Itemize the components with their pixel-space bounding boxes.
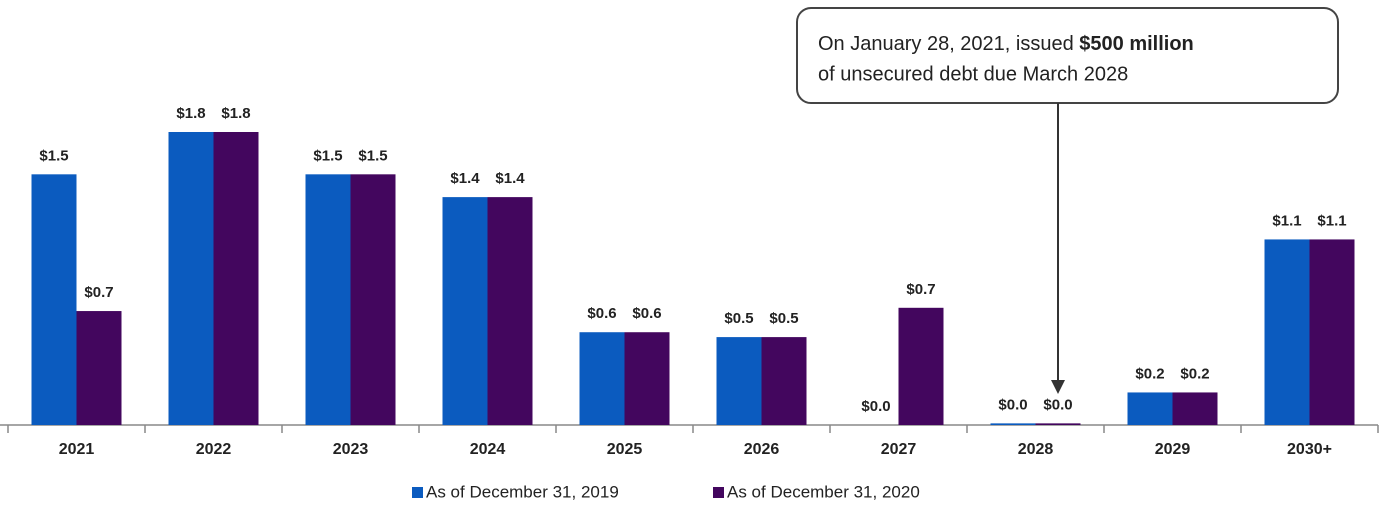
- value-label: $0.2: [1180, 365, 1209, 382]
- value-label: $1.4: [495, 170, 525, 187]
- annotation-text: On January 28, 2021, issued $500 million: [818, 33, 1194, 55]
- x-tick-label: 2026: [744, 441, 780, 458]
- bar: [487, 197, 533, 425]
- value-label: $1.8: [176, 105, 205, 122]
- annotation-text: of unsecured debt due March 2028: [818, 63, 1128, 85]
- value-label: $1.5: [39, 147, 68, 164]
- value-label: $0.2: [1135, 365, 1164, 382]
- bar: [213, 132, 259, 425]
- bar: [716, 337, 762, 425]
- x-tick-label: 2024: [470, 441, 506, 458]
- bar: [579, 332, 625, 425]
- x-tick-label: 2021: [59, 441, 95, 458]
- value-label: $0.0: [861, 398, 890, 415]
- x-tick-label: 2030+: [1287, 441, 1332, 458]
- x-tick-label: 2027: [881, 441, 917, 458]
- bar: [761, 337, 807, 425]
- value-label: $0.5: [724, 310, 753, 327]
- value-label: $1.5: [313, 147, 342, 164]
- bar: [305, 174, 351, 425]
- legend-label: As of December 31, 2020: [727, 482, 920, 501]
- bar: [76, 311, 122, 425]
- bar: [31, 174, 77, 425]
- bar: [442, 197, 488, 425]
- bar: [350, 174, 396, 425]
- annotation-box: [796, 7, 1339, 104]
- value-label: $1.5: [358, 147, 387, 164]
- bar: [624, 332, 670, 425]
- bar: [1035, 423, 1081, 425]
- bar: [168, 132, 214, 425]
- value-label: $1.8: [221, 105, 250, 122]
- value-label: $1.4: [450, 170, 480, 187]
- value-label: $0.6: [587, 305, 616, 322]
- value-label: $0.7: [906, 281, 935, 298]
- annotation-part: On January 28, 2021, issued: [818, 33, 1079, 55]
- bar: [1309, 239, 1355, 425]
- bar: [898, 307, 944, 425]
- x-tick-label: 2025: [607, 441, 643, 458]
- bar: [1127, 392, 1173, 425]
- value-label: $0.0: [998, 396, 1027, 413]
- value-label: $1.1: [1317, 212, 1346, 229]
- value-label: $0.0: [1043, 396, 1072, 413]
- value-label: $0.5: [769, 310, 798, 327]
- legend-swatch: [412, 487, 423, 498]
- bar: [990, 423, 1036, 425]
- value-label: $0.6: [632, 305, 661, 322]
- bar: [1264, 239, 1310, 425]
- bar: [1172, 392, 1218, 425]
- legend-label: As of December 31, 2019: [426, 482, 619, 501]
- value-label: $0.7: [84, 284, 113, 301]
- x-tick-label: 2022: [196, 441, 232, 458]
- arrow-head: [1051, 380, 1065, 394]
- x-tick-label: 2029: [1155, 441, 1191, 458]
- value-label: $1.1: [1272, 212, 1301, 229]
- x-tick-label: 2028: [1018, 441, 1054, 458]
- legend-swatch: [713, 487, 724, 498]
- annotation-bold: $500 million: [1079, 33, 1194, 55]
- x-tick-label: 2023: [333, 441, 369, 458]
